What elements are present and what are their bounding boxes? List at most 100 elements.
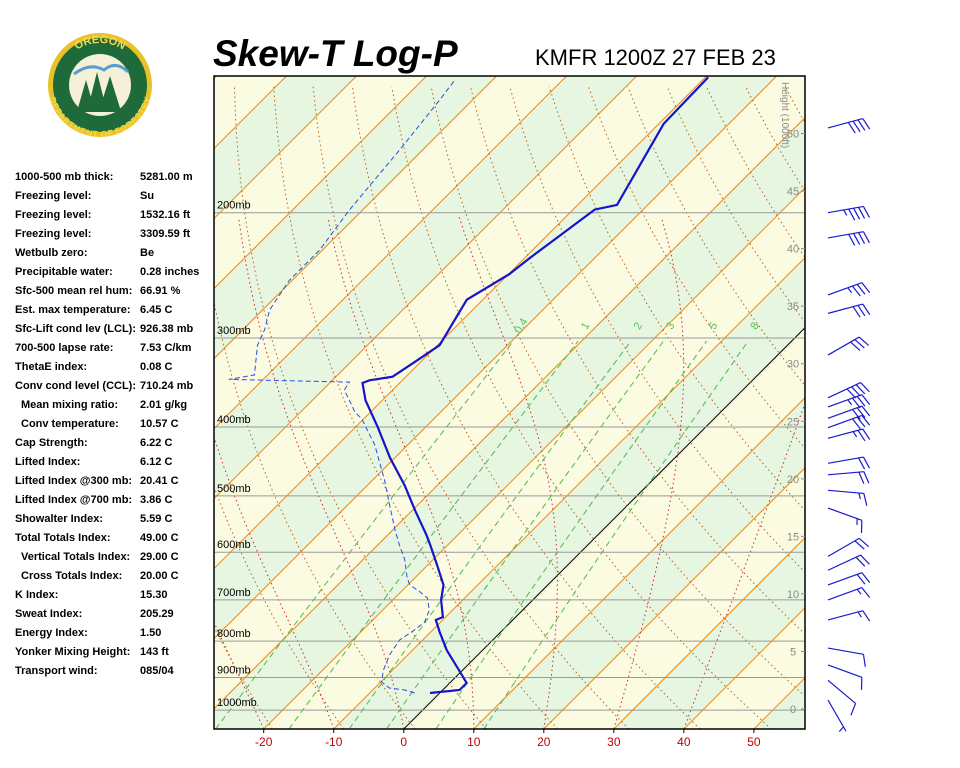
x-tick-label: 50 bbox=[747, 735, 761, 749]
barb-full bbox=[858, 471, 865, 484]
mixing-ratio-label: 2 bbox=[632, 320, 645, 331]
index-value: 7.53 C/km bbox=[140, 342, 192, 354]
barb-full bbox=[860, 554, 870, 565]
index-label: Total Totals Index: bbox=[15, 532, 111, 544]
barb-full bbox=[851, 409, 861, 420]
pressure-label: 1000mb bbox=[217, 697, 257, 709]
mixing-ratio-label: 8 bbox=[748, 320, 761, 331]
index-label: Lifted Index: bbox=[15, 456, 80, 468]
indices: 1000-500 mb thick: 5281.00 m Freezing leve… bbox=[15, 171, 199, 677]
height-tick-label: 25 bbox=[787, 416, 799, 428]
index-value: 0.08 C bbox=[140, 361, 172, 373]
dry-adiabat bbox=[273, 86, 558, 729]
pressure-label: 500mb bbox=[217, 483, 251, 495]
index-label: Conv temperature: bbox=[21, 418, 119, 430]
barb-full bbox=[861, 282, 871, 293]
barb-staff bbox=[827, 303, 863, 314]
dry-adiabat bbox=[864, 87, 960, 729]
barb-staff bbox=[827, 382, 861, 399]
wind-barb bbox=[827, 231, 871, 246]
pressure-label: 900mb bbox=[217, 665, 251, 677]
dry-adiabat bbox=[824, 87, 960, 729]
index-label: Lifted Index @300 mb: bbox=[15, 475, 132, 487]
pressure-label: 300mb bbox=[217, 325, 251, 337]
isotherm bbox=[473, 397, 805, 729]
barb-full bbox=[850, 703, 857, 716]
barb-staff bbox=[827, 699, 847, 732]
index-label: Conv cond level (CCL): bbox=[15, 380, 136, 392]
barb-staff bbox=[827, 507, 863, 521]
barb-full bbox=[858, 537, 870, 548]
barb-full bbox=[858, 457, 866, 470]
index-label: Precipitable water: bbox=[15, 266, 113, 278]
x-tick-label: -20 bbox=[255, 735, 273, 749]
barb-full bbox=[856, 407, 866, 418]
index-value: 49.00 C bbox=[140, 532, 179, 544]
barb-staff bbox=[827, 471, 864, 476]
barb-staff bbox=[827, 610, 863, 621]
dewpoint-line bbox=[228, 79, 456, 694]
wind-barb bbox=[827, 610, 871, 622]
index-value: 20.41 C bbox=[140, 475, 179, 487]
height-tick-label: 5 bbox=[790, 646, 796, 658]
wind-barbs bbox=[827, 118, 871, 733]
wind-barb bbox=[827, 699, 847, 733]
index-label: Cap Strength: bbox=[15, 437, 88, 449]
index-value: 0.28 inches bbox=[140, 266, 199, 278]
mixing-ratio-line bbox=[435, 340, 708, 729]
isotherm bbox=[613, 537, 805, 729]
index-label: Wetbulb zero: bbox=[15, 247, 88, 259]
wind-barb bbox=[827, 471, 870, 484]
barb-half bbox=[843, 209, 848, 216]
isotherm bbox=[824, 76, 960, 729]
isotherm bbox=[403, 327, 805, 729]
axes: 200mb 300mb 400mb 500mb 600mb 700mb 800mb 900mb… bbox=[217, 82, 805, 749]
isotherm bbox=[214, 76, 567, 430]
barb-full bbox=[860, 382, 870, 393]
index-label: Sweat Index: bbox=[15, 608, 82, 620]
barb-full bbox=[852, 306, 861, 318]
mixing-ratio-label: 3 bbox=[664, 320, 677, 331]
dry-adiabat bbox=[509, 86, 805, 573]
isotherm bbox=[543, 467, 805, 729]
moist-adiabat bbox=[458, 217, 558, 729]
index-label: Cross Totals Index: bbox=[21, 570, 122, 582]
x-tick-label: -10 bbox=[325, 735, 343, 749]
wind-barb bbox=[827, 118, 871, 134]
barb-full bbox=[851, 397, 861, 409]
barb-half bbox=[858, 492, 861, 500]
index-value: 29.00 C bbox=[140, 551, 179, 563]
barb-staff bbox=[827, 414, 863, 429]
index-value: 6.12 C bbox=[140, 456, 172, 468]
barb-full bbox=[861, 572, 871, 583]
pressure-label: 600mb bbox=[217, 539, 251, 551]
barb-half bbox=[838, 726, 844, 733]
barb-full bbox=[851, 418, 861, 430]
title: Skew-T Log-P bbox=[213, 33, 458, 74]
wind-barb bbox=[827, 382, 870, 399]
barb-full bbox=[857, 119, 866, 131]
logo-top-text: OREGON bbox=[73, 34, 128, 53]
index-value: 6.22 C bbox=[140, 437, 172, 449]
height-tick-label: 30 bbox=[787, 359, 799, 371]
wind-barb bbox=[827, 303, 871, 318]
barb-full bbox=[851, 285, 861, 297]
index-label: Freezing level: bbox=[15, 209, 91, 221]
height-tick-label: 0 bbox=[790, 704, 796, 716]
isotherm bbox=[214, 76, 708, 570]
barb-full bbox=[863, 493, 868, 506]
index-label: Energy Index: bbox=[15, 627, 88, 639]
x-tick-label: 10 bbox=[467, 735, 481, 749]
barb-staff bbox=[827, 428, 863, 439]
dry-adiabat bbox=[312, 86, 630, 729]
barb-staff bbox=[827, 537, 860, 557]
barb-full bbox=[857, 429, 866, 442]
barb-staff bbox=[827, 572, 863, 586]
barb-half bbox=[847, 287, 853, 294]
station: KMFR 1200Z 27 FEB 23 bbox=[535, 45, 776, 70]
isotherm-band bbox=[824, 76, 960, 729]
barb-full bbox=[862, 456, 871, 469]
wind-barb bbox=[827, 428, 871, 442]
barb-half bbox=[847, 399, 853, 406]
